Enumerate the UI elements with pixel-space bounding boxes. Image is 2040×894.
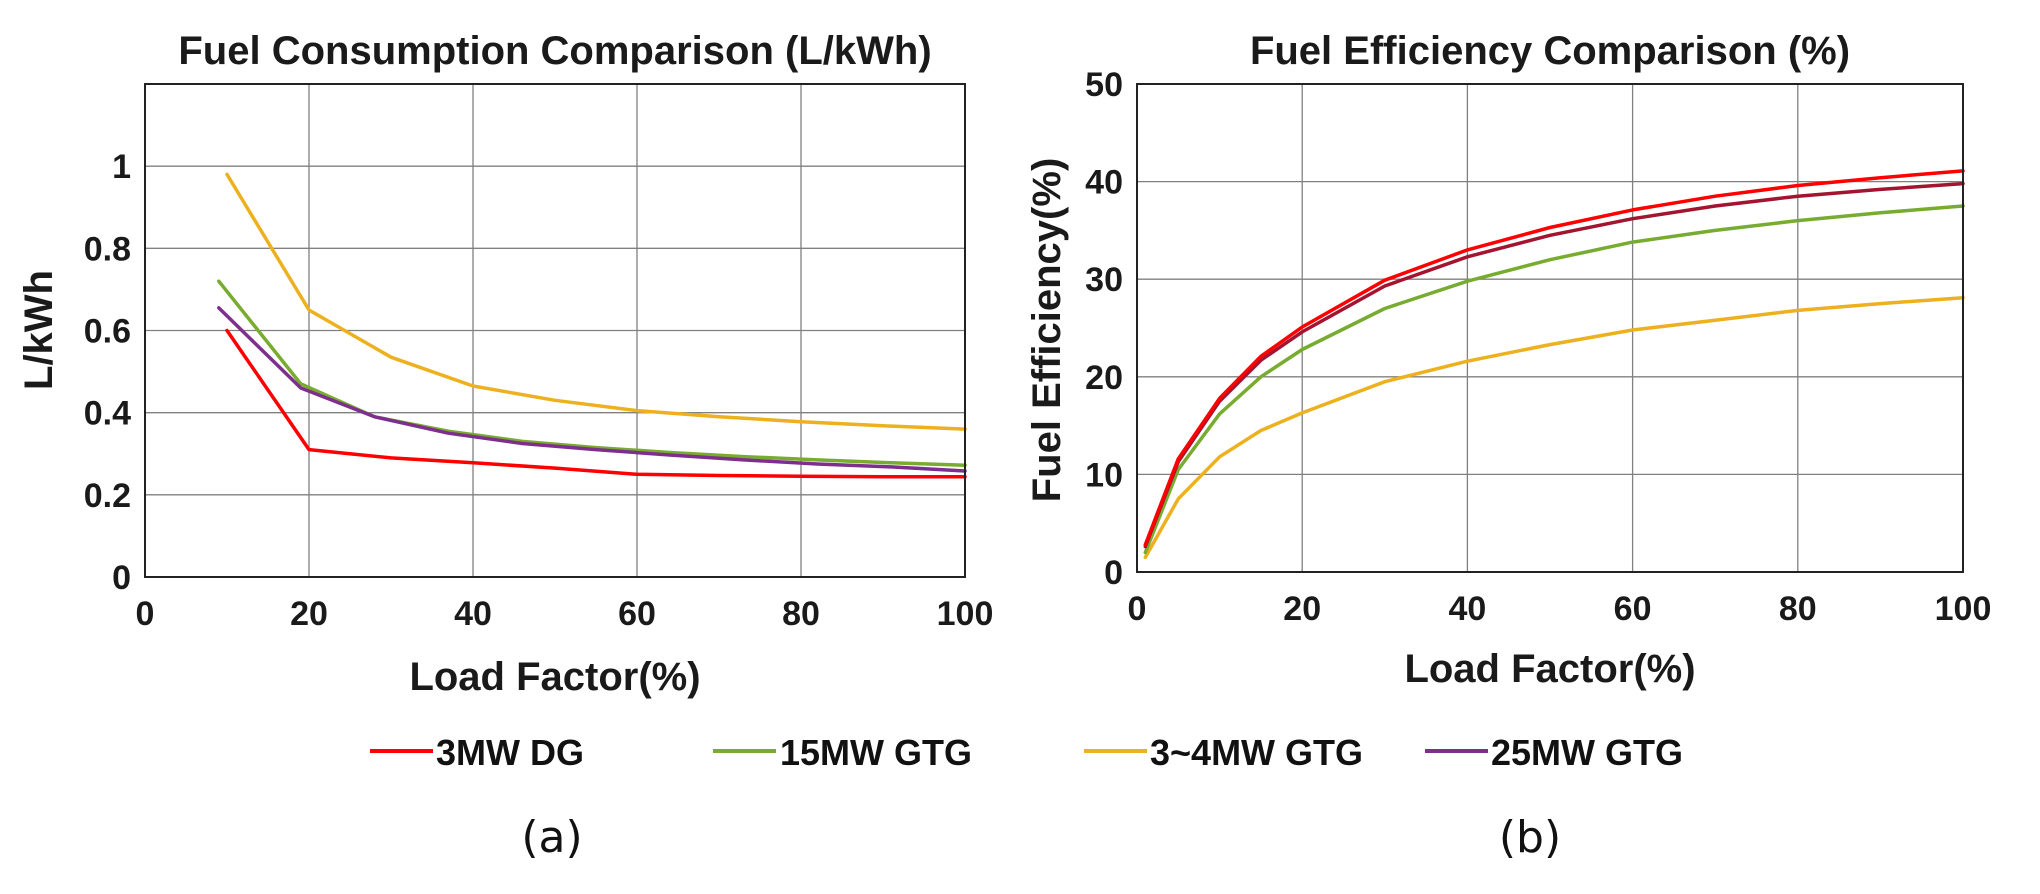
legend-item-25mw-gtg: 25MW GTG (1425, 732, 1683, 773)
chart-a-y-tick-label: 0 (112, 559, 131, 597)
chart-b-y-tick-label: 10 (1085, 456, 1123, 494)
chart-b-series-line-3 (1143, 181, 1965, 549)
chart-b-y-tick-label: 40 (1085, 164, 1123, 202)
chart-b-x-tick-label: 100 (1935, 590, 1992, 628)
legend-label: 3~4MW GTG (1150, 732, 1363, 773)
chart-a-y-tick-label: 0.6 (84, 313, 131, 351)
legend-label: 3MW DG (436, 732, 584, 773)
chart-b-x-tick-label: 40 (1448, 590, 1486, 628)
chart-b-caption: (b) (1499, 812, 1561, 863)
legend-label: 15MW GTG (780, 732, 972, 773)
chart-a-grid (145, 84, 965, 577)
chart-b-x-tick-label: 20 (1283, 590, 1321, 628)
chart-a-x-tick-label: 60 (618, 595, 656, 633)
legend-label: 25MW GTG (1491, 732, 1683, 773)
chart-b-series (1143, 169, 1965, 560)
chart-a-x-ticks: 0 20 40 60 80 100 (136, 595, 994, 633)
chart-a-y-ticks: 0 0.2 0.4 0.6 0.8 1 (84, 148, 131, 597)
chart-b-x-axis-label: Load Factor(%) (1404, 647, 1695, 691)
chart-a-series-line-2 (217, 279, 967, 468)
chart-b-title: Fuel Efficiency Comparison (%) (1250, 29, 1850, 73)
chart-fuel-efficiency: Fuel Efficiency Comparison (%) 0 20 40 60 80… (1025, 29, 1991, 863)
chart-b-y-tick-label: 20 (1085, 359, 1123, 397)
chart-b-grid (1137, 84, 1963, 572)
chart-a-x-tick-label: 20 (290, 595, 328, 633)
chart-a-x-tick-label: 40 (454, 595, 492, 633)
chart-legend: 3MW DG 15MW GTG 3~4MW GTG 25MW GTG (370, 732, 1683, 773)
chart-a-y-tick-label: 0.2 (84, 477, 131, 515)
chart-b-x-tick-label: 0 (1128, 590, 1147, 628)
chart-a-series (217, 172, 967, 479)
chart-a-x-tick-label: 80 (782, 595, 820, 633)
chart-b-x-tick-label: 60 (1614, 590, 1652, 628)
chart-b-y-tick-label: 50 (1085, 66, 1123, 104)
legend-item-3-4mw-gtg: 3~4MW GTG (1084, 732, 1363, 773)
legend-item-3mw-dg: 3MW DG (370, 732, 584, 773)
chart-a-title: Fuel Consumption Comparison (L/kWh) (178, 29, 931, 73)
legend-item-15mw-gtg: 15MW GTG (713, 732, 972, 773)
chart-a-caption: (a) (521, 812, 582, 863)
chart-b-x-tick-label: 80 (1779, 590, 1817, 628)
chart-a-series-line-1 (225, 172, 967, 431)
chart-a-x-axis-label: Load Factor(%) (409, 655, 700, 699)
chart-a-y-tick-label: 0.8 (84, 230, 131, 268)
chart-fuel-consumption: Fuel Consumption Comparison (L/kWh) 0 20 4… (17, 29, 993, 863)
chart-b-series-line-2 (1143, 204, 1965, 555)
chart-a-x-tick-label: 100 (937, 595, 994, 633)
chart-b-y-tick-label: 0 (1104, 554, 1123, 592)
chart-b-plot-frame (1136, 83, 1964, 573)
chart-b-series-line-4 (1143, 169, 1965, 547)
chart-b-y-ticks: 0 10 20 30 40 50 (1085, 66, 1123, 592)
chart-a-plot-frame (144, 83, 966, 578)
chart-a-y-axis-label: L/kWh (17, 270, 61, 390)
chart-a-y-tick-label: 1 (112, 148, 131, 186)
chart-a-series-line-3 (217, 306, 967, 473)
chart-b-y-tick-label: 30 (1085, 261, 1123, 299)
chart-a-x-tick-label: 0 (136, 595, 155, 633)
chart-a-series-line-4 (225, 328, 967, 479)
chart-b-x-ticks: 0 20 40 60 80 100 (1128, 590, 1992, 628)
chart-a-y-tick-label: 0.4 (84, 395, 131, 433)
chart-b-y-axis-label: Fuel Efficiency(%) (1025, 158, 1069, 503)
chart-b-series-line-1 (1143, 295, 1965, 560)
